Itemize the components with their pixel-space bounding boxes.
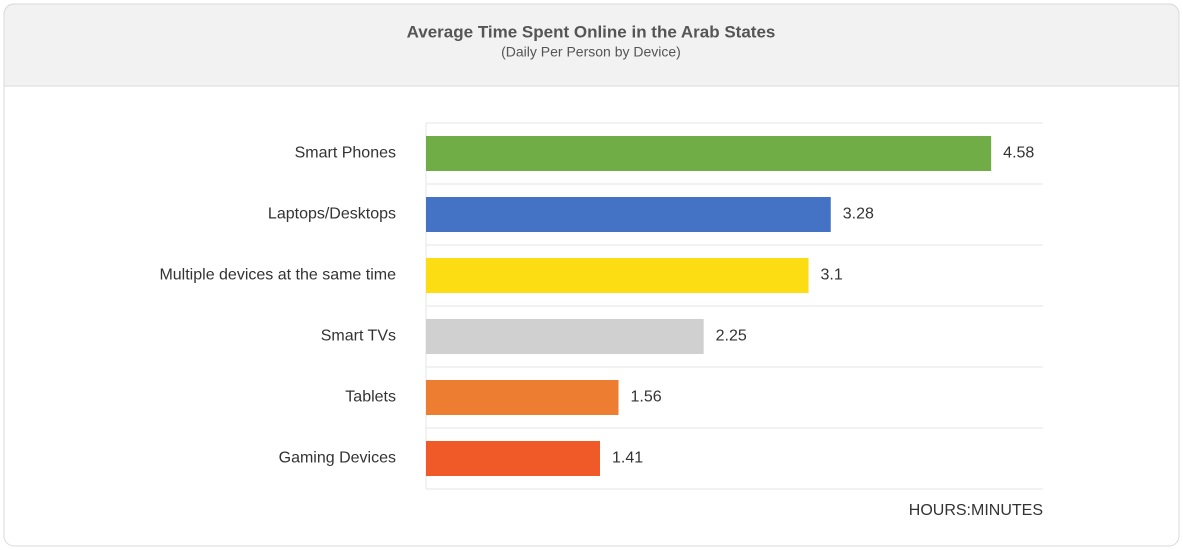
x-axis-label: HOURS:MINUTES — [909, 502, 1043, 519]
value-label: 3.1 — [821, 267, 843, 284]
bar — [426, 441, 600, 476]
value-label: 1.56 — [631, 389, 662, 406]
bar — [426, 136, 992, 171]
value-label: 3.28 — [843, 206, 874, 223]
y-tick-label: Smart TVs — [321, 328, 396, 345]
value-label: 4.58 — [1003, 145, 1034, 162]
value-label: 2.25 — [716, 328, 747, 345]
value-label: 1.41 — [612, 450, 643, 467]
y-tick-label: Laptops/Desktops — [268, 206, 396, 223]
y-tick-label: Smart Phones — [295, 145, 396, 162]
bar — [426, 258, 809, 293]
header-band — [3, 3, 1180, 87]
chart-subtitle: (Daily Per Person by Device) — [501, 44, 681, 60]
y-tick-label: Multiple devices at the same time — [159, 267, 396, 284]
bar — [426, 380, 619, 415]
chart-title: Average Time Spent Online in the Arab St… — [407, 22, 776, 41]
y-tick-label: Tablets — [345, 389, 396, 406]
bar — [426, 197, 831, 232]
bar — [426, 319, 704, 354]
y-tick-label: Gaming Devices — [279, 450, 396, 467]
